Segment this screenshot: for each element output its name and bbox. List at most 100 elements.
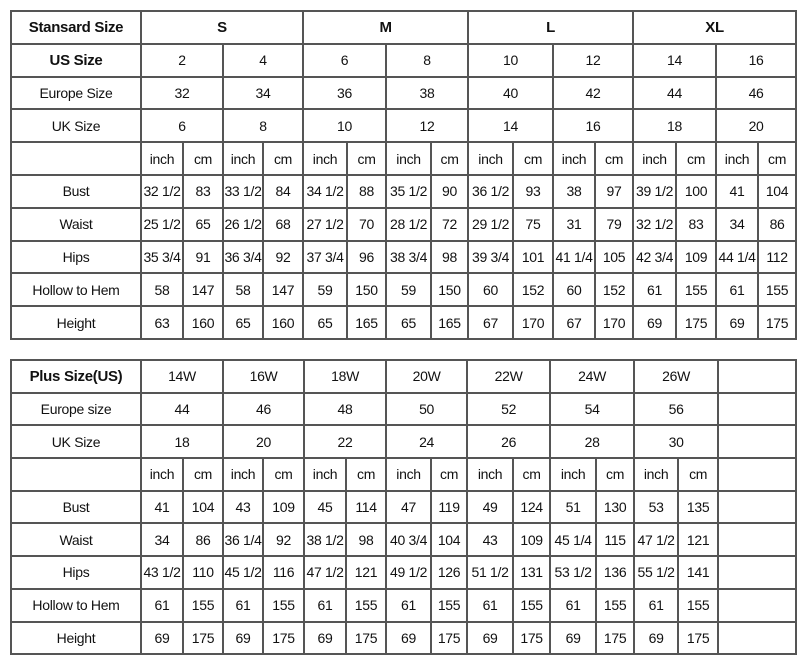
- unit-cm: cm: [262, 457, 306, 492]
- waist-row: Waist 25 1/2 65 26 1/2 68 27 1/2 70 28 1/2 72 29 …: [10, 206, 798, 242]
- measurement-value: 53 1/2: [549, 555, 598, 590]
- measurement-value: 72: [430, 206, 470, 242]
- size-value: 10: [467, 42, 555, 78]
- measurement-value: 141: [677, 555, 720, 590]
- measurement-value: 61: [140, 587, 184, 623]
- unit-cm: cm: [512, 141, 555, 176]
- measurement-value: 45: [303, 489, 348, 525]
- measurement-value: 28 1/2: [385, 206, 433, 242]
- measurement-value: 147: [182, 272, 224, 308]
- empty-column: [717, 522, 798, 558]
- measurement-value: 69: [385, 620, 433, 656]
- measurement-value: 47: [385, 489, 433, 525]
- measurement-value: 175: [595, 620, 636, 656]
- measurement-value: 33 1/2: [222, 173, 264, 209]
- unit-cm: cm: [595, 457, 636, 492]
- size-value: 44: [632, 75, 718, 111]
- unit-inch: inch: [467, 141, 515, 176]
- measurement-value: 65: [182, 206, 224, 242]
- measurement-value: 27 1/2: [302, 206, 349, 242]
- measurement-value: 69: [466, 620, 515, 656]
- size-group-l: L: [467, 10, 635, 45]
- header-label: Stansard Size: [10, 10, 142, 45]
- size-value: 18: [632, 108, 718, 144]
- measurement-value: 43: [222, 489, 265, 525]
- measurement-value: 114: [345, 489, 388, 525]
- measurement-value: 67: [467, 305, 515, 340]
- measurement-value: 69: [632, 305, 678, 340]
- measurement-value: 34: [715, 206, 760, 242]
- measurement-value: 29 1/2: [467, 206, 515, 242]
- measurement-value: 104: [181, 489, 225, 525]
- row-label: Europe size: [10, 391, 142, 427]
- measurement-value: 105: [594, 239, 635, 275]
- measurement-value: 155: [430, 587, 469, 623]
- measurement-value: 53: [633, 489, 680, 525]
- measurement-value: 67: [552, 305, 597, 340]
- hollow-to-hem-row: Hollow to Hem 58 147 58 147 59 150 59 150 60 152 60…: [10, 272, 798, 308]
- measurement-value: 155: [595, 587, 636, 623]
- measurement-value: 109: [675, 239, 718, 275]
- measurement-value: 92: [262, 522, 306, 558]
- measurement-value: 86: [181, 522, 225, 558]
- measurement-value: 155: [757, 272, 798, 308]
- measurement-value: 61: [303, 587, 348, 623]
- measurement-value: 61: [222, 587, 265, 623]
- blank-cell: [10, 141, 142, 176]
- measurement-value: 69: [633, 620, 680, 656]
- size-value: 10: [302, 108, 388, 144]
- unit-inch: inch: [552, 141, 597, 176]
- measurement-value: 83: [675, 206, 718, 242]
- measurement-value: 116: [262, 555, 306, 590]
- measurement-value: 36 1/2: [467, 173, 515, 209]
- row-label: Bust: [10, 173, 142, 209]
- size-value: 12: [552, 42, 635, 78]
- size-value: 48: [303, 391, 388, 427]
- size-value: 6: [302, 42, 388, 78]
- measurement-value: 155: [345, 587, 388, 623]
- measurement-value: 37 3/4: [302, 239, 349, 275]
- measurement-value: 51: [549, 489, 598, 525]
- measurement-value: 98: [345, 522, 388, 558]
- size-value: 46: [222, 391, 306, 427]
- measurement-value: 155: [181, 587, 225, 623]
- size-value: 18: [139, 424, 225, 460]
- measurement-value: 83: [182, 173, 224, 209]
- empty-column: [717, 457, 798, 492]
- measurement-value: 45 1/2: [222, 555, 265, 590]
- size-value: 32: [140, 75, 224, 111]
- measurement-value: 65: [385, 305, 433, 340]
- measurement-value: 170: [512, 305, 555, 340]
- unit-inch: inch: [302, 141, 349, 176]
- measurement-value: 150: [346, 272, 388, 308]
- measurement-value: 131: [512, 555, 552, 590]
- header-label: Plus Size(US): [10, 359, 142, 394]
- plus-size-row: Plus Size(US) 14W 16W 18W 20W 22W 24W 26W: [10, 359, 798, 394]
- measurement-value: 160: [261, 305, 305, 340]
- measurement-value: 38: [552, 173, 597, 209]
- measurement-value: 35 1/2: [385, 173, 433, 209]
- measurement-value: 45 1/4: [549, 522, 598, 558]
- measurement-value: 175: [262, 620, 306, 656]
- measurement-value: 34: [140, 522, 184, 558]
- measurement-value: 41 1/4: [552, 239, 597, 275]
- plus-size-14w: 14W: [139, 359, 225, 394]
- measurement-value: 121: [345, 555, 388, 590]
- empty-column: [717, 424, 798, 460]
- measurement-value: 124: [512, 489, 552, 525]
- measurement-value: 49 1/2: [385, 555, 433, 590]
- measurement-value: 155: [675, 272, 718, 308]
- size-value: 38: [385, 75, 470, 111]
- measurement-value: 100: [675, 173, 718, 209]
- measurement-value: 91: [182, 239, 224, 275]
- measurement-value: 175: [181, 620, 225, 656]
- size-value: 36: [302, 75, 388, 111]
- plus-size-16w: 16W: [222, 359, 306, 394]
- unit-inch: inch: [140, 457, 184, 492]
- row-label: Bust: [10, 489, 142, 525]
- measurement-value: 58: [140, 272, 184, 308]
- size-value: 16: [552, 108, 635, 144]
- measurement-value: 65: [302, 305, 349, 340]
- measurement-value: 70: [346, 206, 388, 242]
- empty-column: [717, 489, 798, 525]
